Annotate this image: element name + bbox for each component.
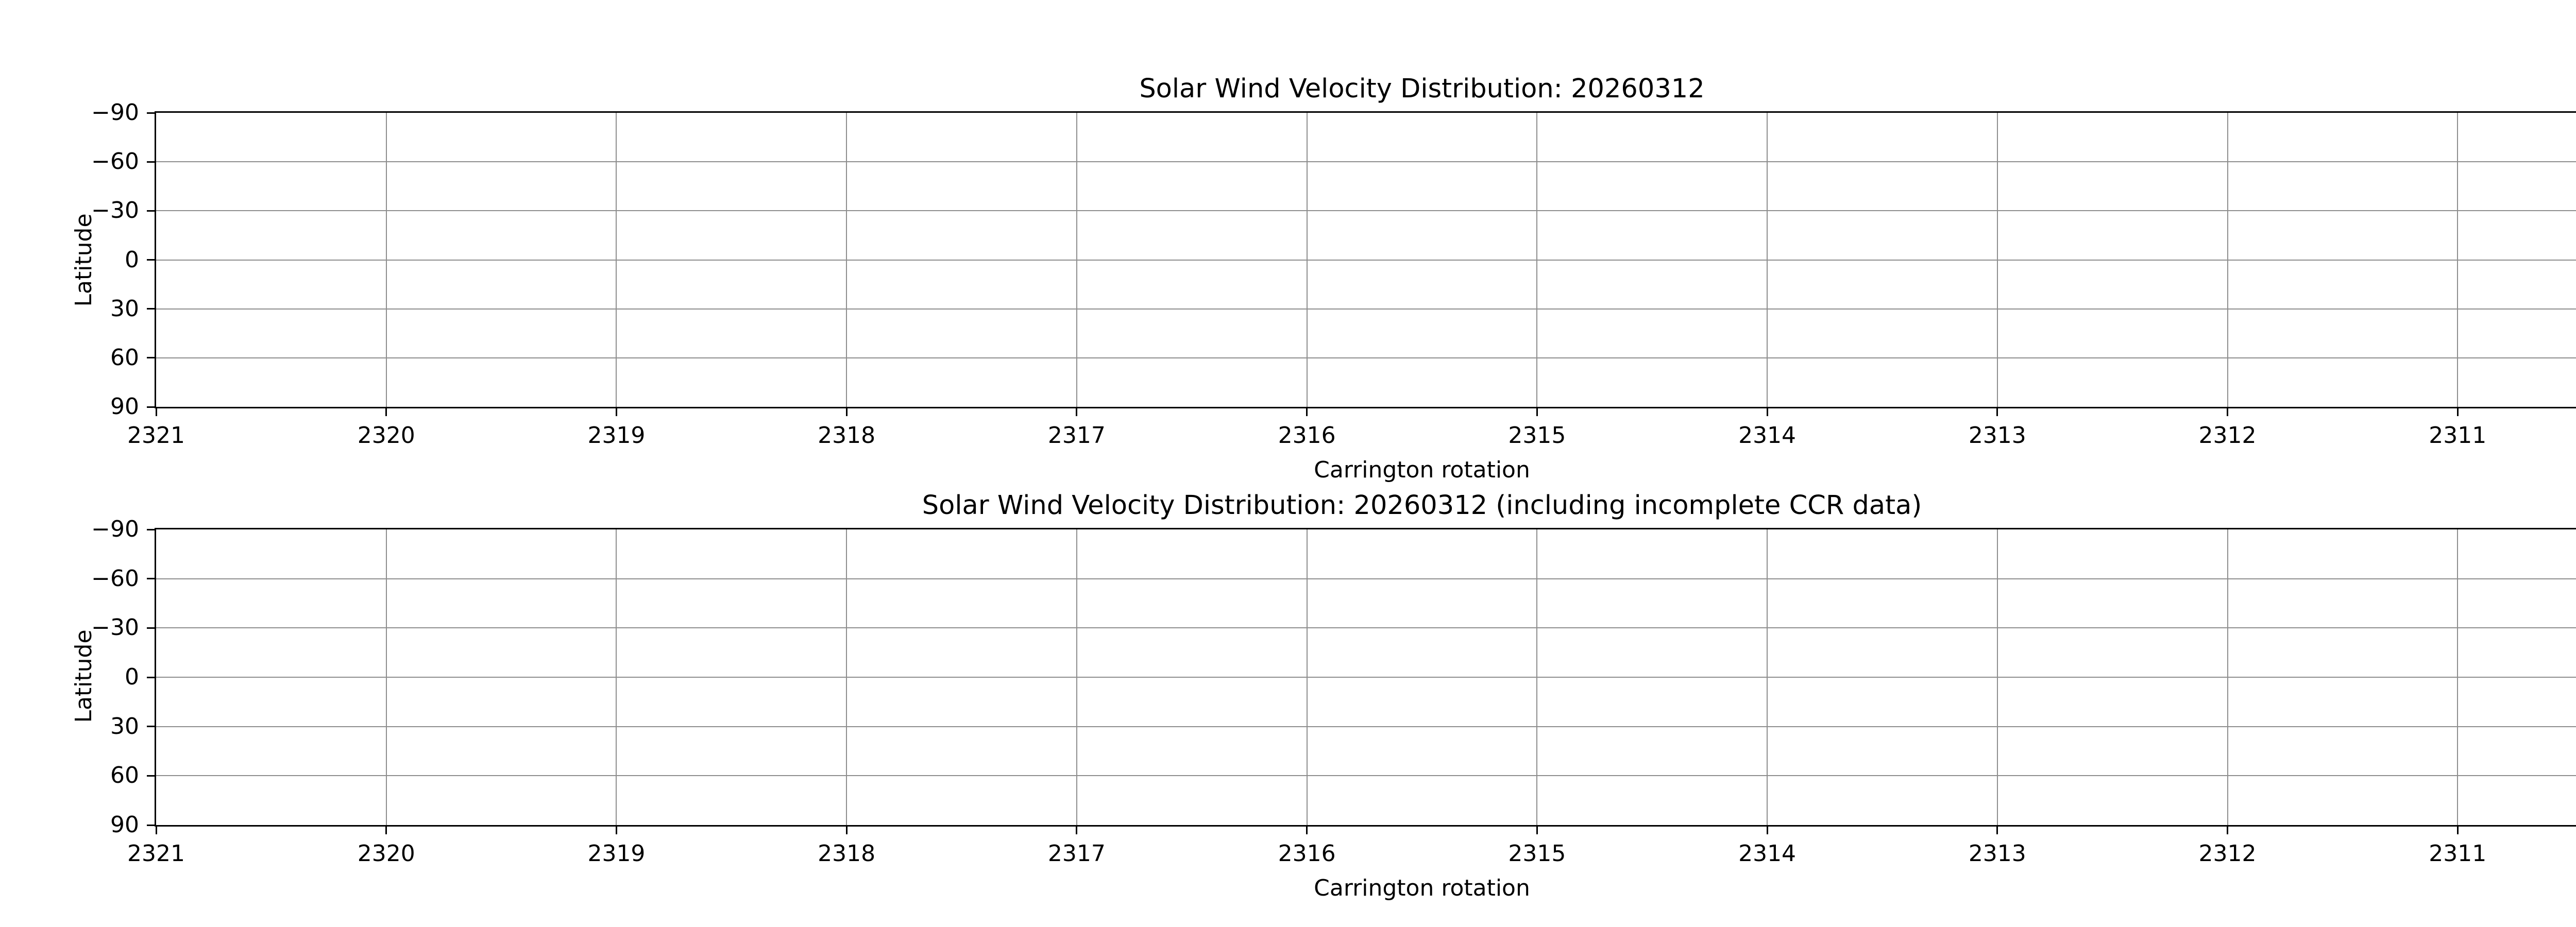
y-tick-label: 90 [110, 393, 139, 420]
x-tickmark [1766, 827, 1768, 834]
x-tick-label: 2320 [357, 422, 415, 449]
y-tickmark [147, 357, 155, 359]
horizontal-gridline [156, 357, 2576, 358]
x-tickmark [1536, 827, 1538, 834]
x-tick-label: 2321 [127, 422, 185, 449]
plot2-xaxis-label: Carrington rotation [1314, 875, 1530, 901]
x-tickmark [1536, 408, 1538, 416]
x-tickmark [1996, 408, 1998, 416]
y-tickmark [147, 210, 155, 212]
x-tick-label: 2319 [587, 422, 646, 449]
x-tickmark [385, 408, 387, 416]
y-tickmark [147, 528, 155, 530]
x-tick-label: 2319 [587, 840, 646, 867]
x-tick-label: 2318 [818, 840, 876, 867]
y-tickmark [147, 112, 155, 114]
y-tick-label: −90 [91, 516, 139, 542]
horizontal-gridline [156, 259, 2576, 261]
horizontal-gridline [156, 677, 2576, 678]
x-tick-label: 2315 [1508, 422, 1566, 449]
y-tickmark [147, 161, 155, 163]
y-tickmark [147, 308, 155, 310]
x-tickmark [155, 408, 157, 416]
x-tick-label: 2314 [1738, 840, 1797, 867]
x-tickmark [615, 827, 617, 834]
y-tick-label: 90 [110, 812, 139, 838]
x-tick-label: 2317 [1047, 840, 1106, 867]
x-tick-label: 2317 [1047, 422, 1106, 449]
y-tick-label: 60 [110, 762, 139, 789]
horizontal-gridline [156, 161, 2576, 163]
plot2-axes [155, 528, 2576, 827]
x-tickmark [155, 827, 157, 834]
y-tickmark [147, 775, 155, 777]
plot1-xaxis-label: Carrington rotation [1314, 457, 1530, 483]
y-tickmark [147, 627, 155, 629]
horizontal-gridline [156, 308, 2576, 310]
horizontal-gridline [156, 210, 2576, 212]
x-tickmark [2456, 408, 2459, 416]
x-tick-label: 2312 [2198, 422, 2257, 449]
y-tick-label: 30 [110, 295, 139, 322]
y-tickmark [147, 676, 155, 678]
y-tick-label: −90 [91, 99, 139, 126]
x-tick-label: 2315 [1508, 840, 1566, 867]
y-tick-label: −60 [91, 565, 139, 592]
y-tick-label: −30 [91, 197, 139, 224]
horizontal-gridline [156, 726, 2576, 727]
x-tick-label: 2321 [127, 840, 185, 867]
x-tickmark [2227, 827, 2229, 834]
x-tick-label: 2312 [2198, 840, 2257, 867]
x-tickmark [1306, 827, 1308, 834]
x-tick-label: 2314 [1738, 422, 1797, 449]
horizontal-gridline [156, 627, 2576, 629]
x-tickmark [1306, 408, 1308, 416]
x-tickmark [845, 408, 848, 416]
x-tickmark [1996, 827, 1998, 834]
horizontal-gridline [156, 775, 2576, 777]
y-tick-label: −30 [91, 614, 139, 641]
y-tick-label: 60 [110, 344, 139, 371]
x-tickmark [615, 408, 617, 416]
plot1-axes [155, 111, 2576, 408]
x-tickmark [1076, 408, 1078, 416]
plot1-title: Solar Wind Velocity Distribution: 202603… [1139, 74, 1705, 104]
x-tick-label: 2320 [357, 840, 415, 867]
x-tick-label: 2311 [2429, 422, 2487, 449]
x-tick-label: 2318 [818, 422, 876, 449]
x-tickmark [1766, 408, 1768, 416]
plot2-title: Solar Wind Velocity Distribution: 202603… [922, 490, 1922, 521]
x-tickmark [845, 827, 848, 834]
x-tick-label: 2316 [1278, 422, 1336, 449]
y-tick-label: −60 [91, 148, 139, 175]
y-tickmark [147, 578, 155, 580]
y-tickmark [147, 824, 155, 826]
y-tickmark [147, 726, 155, 728]
y-tick-label: 0 [125, 664, 139, 690]
x-tickmark [1076, 827, 1078, 834]
y-tickmark [147, 259, 155, 261]
x-tickmark [2227, 408, 2229, 416]
x-tick-label: 2311 [2429, 840, 2487, 867]
x-tickmark [385, 827, 387, 834]
x-tick-label: 2316 [1278, 840, 1336, 867]
x-tickmark [2456, 827, 2459, 834]
x-tick-label: 2313 [1968, 422, 2026, 449]
y-tickmark [147, 406, 155, 408]
x-tick-label: 2313 [1968, 840, 2026, 867]
y-tick-label: 0 [125, 246, 139, 273]
horizontal-gridline [156, 578, 2576, 579]
y-tick-label: 30 [110, 713, 139, 740]
